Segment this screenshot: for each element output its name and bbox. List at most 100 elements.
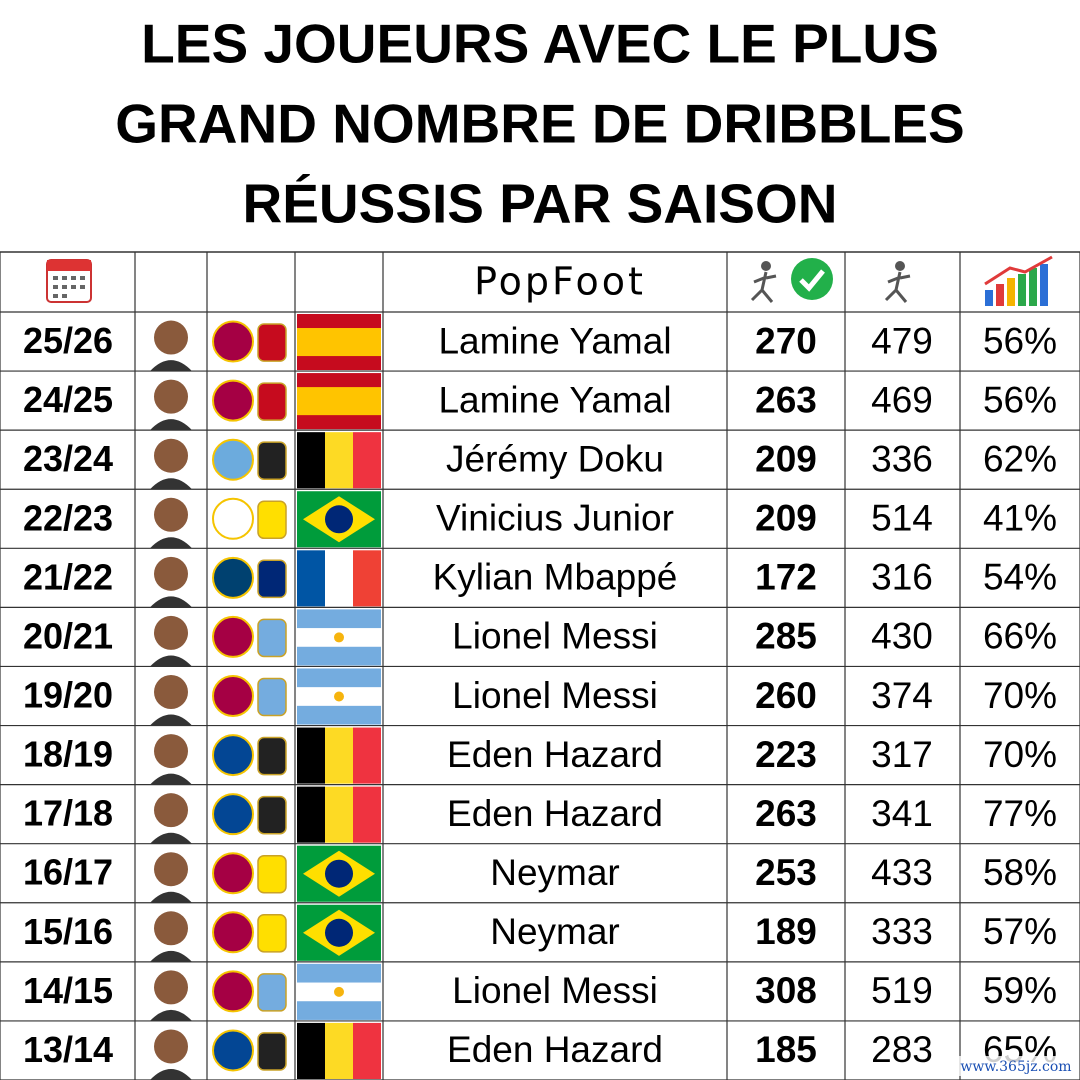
flag-sun	[334, 986, 344, 997]
player-name: Lionel Messi	[452, 616, 658, 657]
success-rate: 62%	[983, 438, 1057, 479]
player-photo-head	[154, 734, 188, 769]
season: 17/18	[23, 793, 113, 834]
season: 16/17	[23, 852, 113, 893]
player-photo-body	[150, 478, 192, 490]
successful-dribbles: 260	[755, 675, 817, 716]
successful-dribbles: 285	[755, 616, 817, 657]
player-photo-body	[150, 891, 192, 903]
flag-part	[297, 786, 325, 843]
player-name: Vinicius Junior	[436, 498, 674, 539]
player-photo-body	[150, 714, 192, 726]
flag-sun	[334, 691, 344, 702]
flag-part	[325, 1022, 353, 1079]
club-badge	[212, 734, 254, 777]
successful-dribbles: 253	[755, 852, 817, 893]
nation-badge	[257, 973, 287, 1012]
success-rate: 54%	[983, 557, 1057, 598]
successful-dribbles: 185	[755, 1029, 817, 1070]
player-name: Eden Hazard	[447, 793, 663, 834]
title-line: RÉUSSIS PAR SAISON	[243, 173, 838, 235]
club-badge	[212, 320, 254, 363]
player-photo-head	[154, 970, 188, 1005]
player-photo-body	[150, 950, 192, 962]
player-name: Eden Hazard	[447, 734, 663, 775]
flag-part	[353, 786, 381, 843]
flag-part	[353, 550, 381, 607]
attempted-dribbles: 316	[871, 557, 933, 598]
club-badge	[212, 556, 254, 599]
successful-dribbles: 172	[755, 557, 817, 598]
nation-badge	[257, 382, 287, 421]
nation-badge	[257, 795, 287, 835]
table-row: 19/20 Lionel Messi 260 374 70%	[23, 668, 1057, 726]
table-row: 25/26 Lamine Yamal 270 479 56%	[23, 314, 1057, 372]
table-row: 17/18 Eden Hazard 263 341 77%	[23, 786, 1057, 844]
successful-dribbles: 189	[755, 911, 817, 952]
success-rate: 59%	[983, 970, 1057, 1011]
player-photo-body	[150, 655, 192, 667]
season: 20/21	[23, 615, 113, 656]
success-rate: 56%	[983, 320, 1057, 361]
title-line: LES JOUEURS AVEC LE PLUS	[141, 13, 939, 75]
club-badge	[212, 379, 254, 422]
successful-dribbles: 263	[755, 379, 817, 420]
success-rate: 66%	[983, 616, 1057, 657]
season: 23/24	[23, 438, 113, 479]
flag-part	[297, 387, 381, 416]
flag-part	[325, 550, 353, 607]
club-badge	[212, 675, 254, 717]
nation-badge	[257, 441, 287, 480]
successful-dribbles: 223	[755, 734, 817, 775]
nation-badge	[257, 618, 287, 658]
attempted-dribbles: 469	[871, 379, 933, 420]
flag-globe	[324, 505, 354, 534]
season: 15/16	[23, 911, 113, 952]
player-name: Lionel Messi	[452, 970, 658, 1011]
success-rate: 57%	[983, 911, 1057, 952]
club-badge	[212, 911, 254, 954]
season: 13/14	[23, 1029, 113, 1070]
attempted-dribbles: 336	[871, 438, 933, 479]
player-photo-head	[154, 556, 188, 591]
player-photo-head	[154, 615, 188, 650]
success-rate: 58%	[983, 852, 1057, 893]
club-badge	[212, 793, 254, 836]
attempted-dribbles: 333	[871, 911, 933, 952]
calendar-icon	[46, 259, 92, 303]
percentage-icon	[984, 255, 1053, 306]
player-photo-body	[150, 596, 192, 608]
table-row: 23/24 Jérémy Doku 209 336 62%	[23, 432, 1057, 490]
player-photo-head	[154, 793, 188, 828]
flag-part	[325, 432, 353, 489]
player-name: Kylian Mbappé	[433, 557, 678, 598]
table-row: 20/21 Lionel Messi 285 430 66%	[23, 609, 1057, 667]
success-rate: 77%	[983, 793, 1057, 834]
player-photo-body	[150, 537, 192, 549]
nation-badge	[257, 914, 287, 953]
flag-part	[325, 727, 353, 784]
player-name: Neymar	[490, 852, 620, 893]
table-row: 16/17 Neymar 253 433 58%	[23, 845, 1057, 903]
successful-dribbles: 308	[755, 970, 817, 1011]
nation-badge	[257, 854, 287, 894]
player-photo-body	[150, 360, 192, 372]
flag-part	[353, 727, 381, 784]
season: 22/23	[23, 497, 113, 538]
attempted-dribbles: 519	[871, 970, 933, 1011]
season: 24/25	[23, 379, 113, 420]
nation-badge	[257, 736, 287, 776]
table-row: 18/19 Eden Hazard 223 317 70%	[23, 727, 1057, 785]
success-rate: 41%	[983, 498, 1057, 539]
club-badge	[212, 497, 254, 540]
player-photo-head	[154, 911, 188, 946]
successful-dribbles: 263	[755, 793, 817, 834]
brand-logo: PopFoot	[474, 260, 646, 304]
attempted-dribbles: 317	[871, 734, 933, 775]
flag-part	[297, 432, 325, 489]
player-photo-head	[154, 379, 188, 414]
player-name: Eden Hazard	[447, 1029, 663, 1070]
nation-badge	[257, 323, 287, 362]
player-photo-body	[150, 1009, 192, 1021]
flag-sun	[334, 632, 344, 643]
